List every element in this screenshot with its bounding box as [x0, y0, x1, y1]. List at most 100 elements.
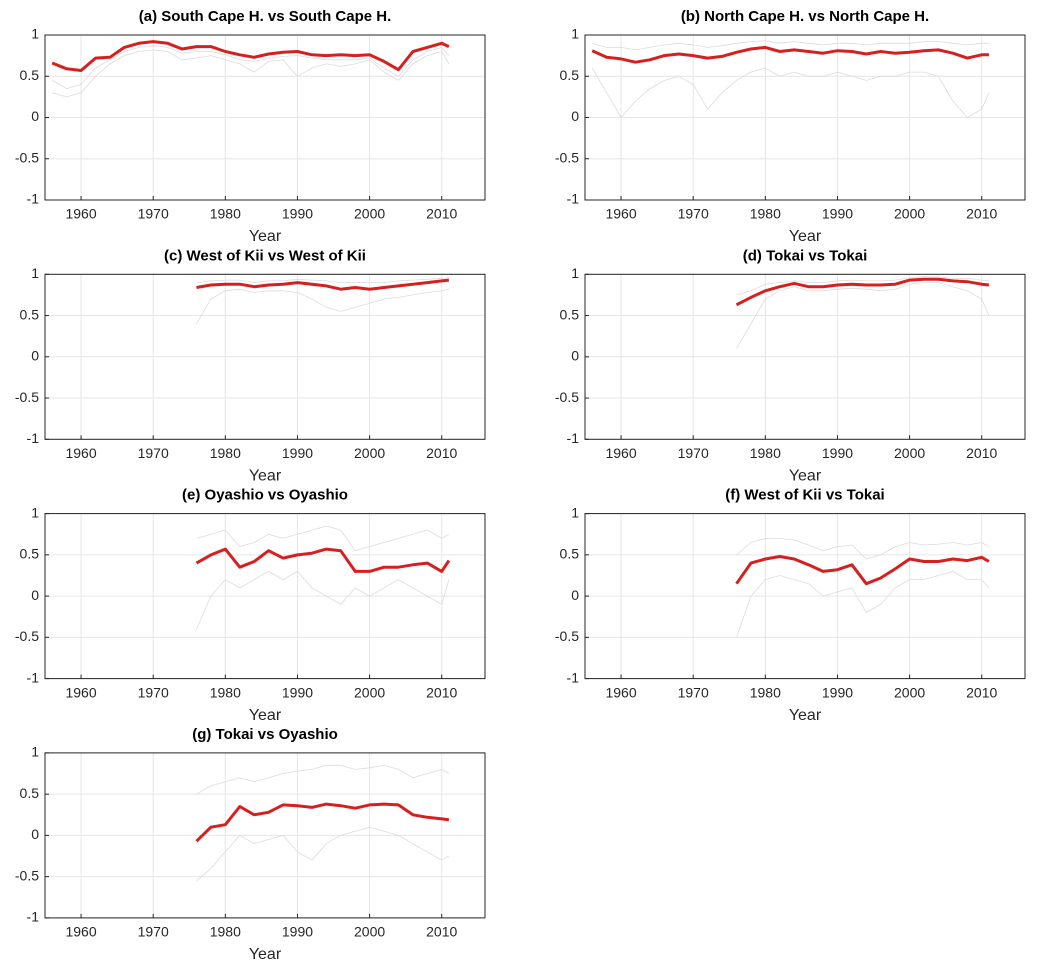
y-tick-label: 1 [571, 26, 579, 42]
x-tick-label: 1980 [210, 445, 241, 461]
data-line [196, 826, 450, 882]
data-line [196, 288, 449, 325]
x-tick-label: 1960 [65, 206, 96, 222]
x-tick-label: 1980 [210, 684, 241, 700]
data-line [735, 277, 990, 307]
y-tick-label: 0.5 [20, 306, 40, 322]
chart-title: (c) West of Kii vs West of Kii [164, 247, 366, 264]
x-tick-label: 1970 [678, 684, 709, 700]
x-tick-label: 2000 [354, 684, 385, 700]
axes-box [584, 273, 1026, 440]
y-tick-label: -0.5 [555, 149, 579, 165]
x-tick-label: 1960 [65, 445, 96, 461]
data-line [735, 555, 990, 586]
y-tick-label: -1 [27, 430, 40, 446]
x-axis-label: Year [249, 468, 282, 485]
data-line [196, 278, 450, 291]
x-axis-label: Year [249, 946, 282, 962]
x-axis-label: Year [789, 228, 822, 245]
y-tick-label: -0.5 [15, 867, 39, 883]
y-tick-label: 0.5 [20, 785, 40, 801]
data-line [196, 571, 450, 630]
data-line [51, 40, 450, 72]
x-tick-label: 2000 [354, 206, 385, 222]
data-line [592, 40, 989, 51]
x-tick-label: 2010 [966, 206, 997, 222]
chart-title: (g) Tokai vs Oyashio [192, 726, 338, 743]
x-tick-label: 1970 [138, 445, 169, 461]
x-tick-label: 1980 [210, 924, 241, 940]
chart-title: (d) Tokai vs Tokai [743, 247, 867, 264]
x-tick-label: 1970 [138, 206, 169, 222]
y-tick-label: 0.5 [20, 67, 40, 83]
y-tick-label: 1 [571, 504, 579, 520]
y-tick-label: -1 [567, 430, 580, 446]
y-tick-label: -1 [567, 669, 580, 685]
y-tick-label: -1 [27, 669, 40, 685]
chart-title: (e) Oyashio vs Oyashio [182, 487, 348, 504]
x-tick-label: 1970 [678, 445, 709, 461]
y-tick-label: 0.5 [560, 67, 580, 83]
x-tick-label: 1990 [282, 445, 313, 461]
y-tick-label: -0.5 [555, 389, 579, 405]
x-tick-label: 1970 [138, 924, 169, 940]
y-tick-label: 0.5 [20, 546, 40, 562]
axes-box [44, 273, 486, 440]
axes-box [44, 752, 486, 919]
y-tick-label: 0 [571, 587, 579, 603]
x-tick-label: 1960 [65, 924, 96, 940]
data-line [736, 571, 990, 638]
data-line [736, 282, 990, 349]
y-tick-label: 1 [31, 26, 39, 42]
x-tick-label: 2010 [426, 445, 457, 461]
data-line [591, 45, 989, 64]
x-tick-label: 1960 [605, 445, 636, 461]
x-tick-label: 1980 [750, 684, 781, 700]
axes-box [44, 513, 486, 680]
x-axis-label: Year [249, 707, 282, 724]
x-tick-label: 2000 [354, 445, 385, 461]
y-tick-label: -0.5 [15, 389, 39, 405]
y-tick-label: 0 [31, 587, 39, 603]
data-line [195, 547, 451, 573]
x-tick-label: 2010 [426, 206, 457, 222]
x-tick-label: 1970 [138, 684, 169, 700]
y-tick-label: -0.5 [15, 149, 39, 165]
data-line [196, 525, 450, 552]
y-tick-label: 0 [31, 826, 39, 842]
data-line [196, 277, 449, 283]
x-tick-label: 2010 [426, 684, 457, 700]
data-line [195, 802, 450, 843]
x-tick-label: 2010 [966, 445, 997, 461]
axes-box [584, 513, 1026, 680]
axes-box [44, 34, 486, 201]
x-tick-label: 2000 [894, 445, 925, 461]
x-axis-label: Year [789, 468, 822, 485]
y-tick-label: 1 [31, 504, 39, 520]
axes-box [584, 34, 1026, 201]
y-tick-label: 1 [31, 744, 39, 760]
x-axis-label: Year [249, 228, 282, 245]
x-tick-label: 1960 [605, 684, 636, 700]
x-tick-label: 1990 [282, 206, 313, 222]
x-tick-label: 1970 [678, 206, 709, 222]
y-tick-label: 1 [571, 265, 579, 281]
data-line [736, 538, 990, 560]
y-tick-label: -1 [27, 191, 40, 207]
x-axis-label: Year [789, 707, 822, 724]
y-tick-label: 0 [571, 348, 579, 364]
data-line [52, 49, 450, 98]
chart-title: (f) West of Kii vs Tokai [725, 487, 884, 504]
x-tick-label: 1990 [822, 206, 853, 222]
y-tick-label: 0 [571, 108, 579, 124]
x-tick-label: 1960 [605, 206, 636, 222]
data-line [736, 276, 989, 296]
chart-title: (a) South Cape H. vs South Cape H. [139, 8, 392, 25]
y-tick-label: 0 [31, 108, 39, 124]
x-tick-label: 1980 [750, 445, 781, 461]
x-tick-label: 2010 [966, 684, 997, 700]
y-tick-label: -1 [27, 909, 40, 925]
y-tick-label: 0 [31, 348, 39, 364]
y-tick-label: 1 [31, 265, 39, 281]
